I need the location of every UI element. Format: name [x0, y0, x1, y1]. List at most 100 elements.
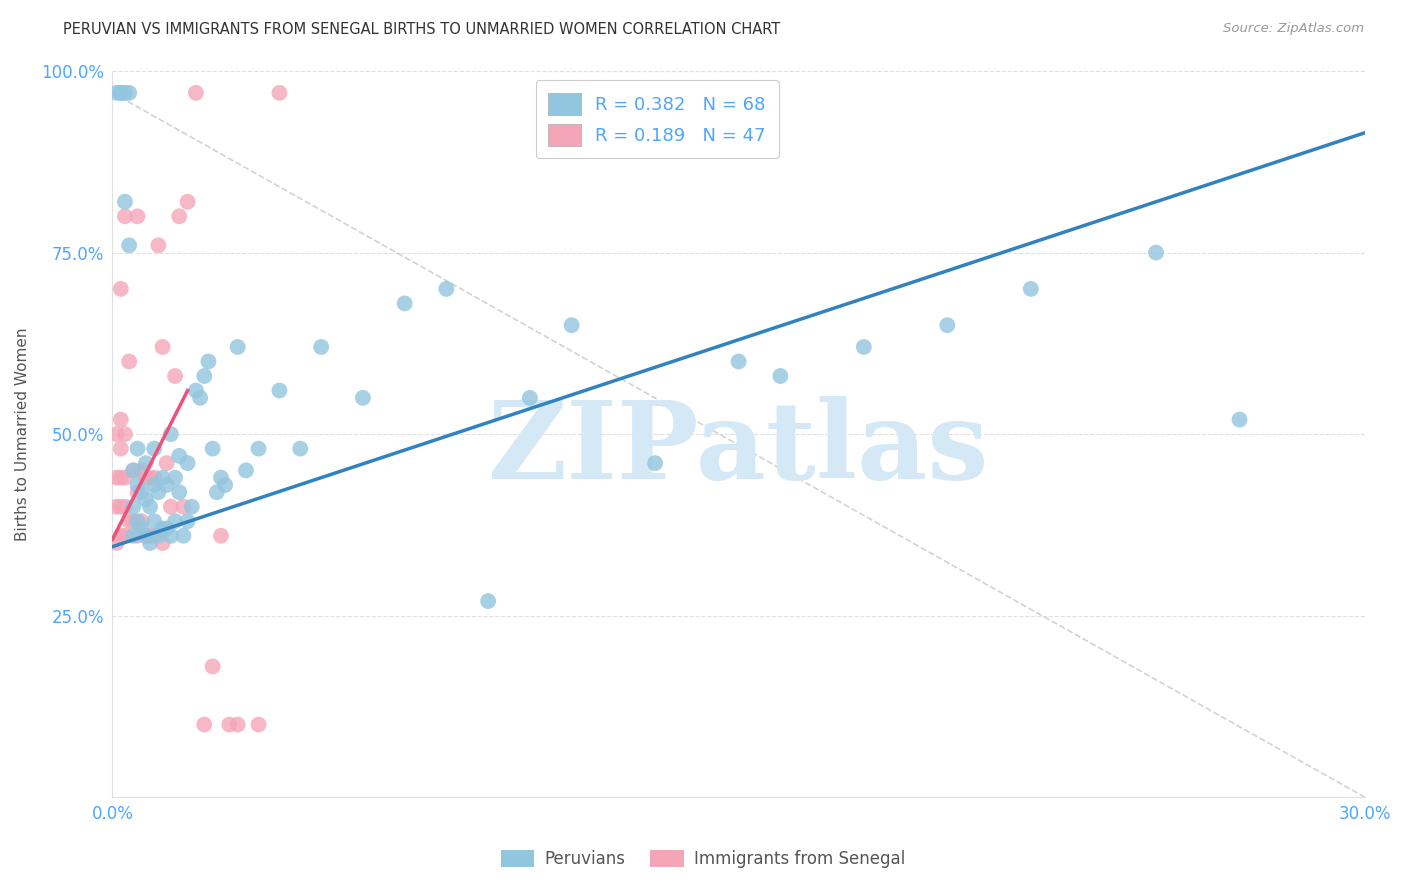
- Point: [135, 471, 157, 485]
- Point: [205, 485, 228, 500]
- Point: [110, 86, 132, 100]
- Point: [118, 86, 141, 100]
- Point: [110, 500, 132, 514]
- Point: [114, 471, 136, 485]
- Point: [122, 463, 145, 477]
- Point: [110, 412, 132, 426]
- Point: [165, 369, 187, 384]
- Point: [122, 514, 145, 528]
- Point: [184, 86, 207, 100]
- Point: [135, 529, 157, 543]
- Point: [110, 442, 132, 456]
- Point: [269, 384, 291, 398]
- Point: [160, 500, 183, 514]
- Point: [290, 442, 312, 456]
- Point: [110, 529, 132, 543]
- Point: [936, 318, 959, 333]
- Point: [139, 536, 162, 550]
- Point: [434, 282, 457, 296]
- Point: [110, 471, 132, 485]
- Text: PERUVIAN VS IMMIGRANTS FROM SENEGAL BIRTHS TO UNMARRIED WOMEN CORRELATION CHART: PERUVIAN VS IMMIGRANTS FROM SENEGAL BIRT…: [63, 22, 780, 37]
- Point: [105, 536, 128, 550]
- Legend: Peruvians, Immigrants from Senegal: Peruvians, Immigrants from Senegal: [495, 843, 911, 875]
- Point: [160, 529, 183, 543]
- Point: [152, 340, 174, 354]
- Point: [152, 521, 174, 535]
- Point: [114, 209, 136, 223]
- Point: [852, 340, 875, 354]
- Point: [247, 442, 270, 456]
- Point: [156, 456, 179, 470]
- Point: [1019, 282, 1042, 296]
- Point: [247, 717, 270, 731]
- Point: [477, 594, 499, 608]
- Point: [122, 463, 145, 477]
- Point: [394, 296, 416, 310]
- Point: [644, 456, 666, 470]
- Point: [131, 463, 153, 477]
- Point: [118, 354, 141, 368]
- Point: [235, 463, 257, 477]
- Point: [180, 500, 202, 514]
- Point: [143, 529, 166, 543]
- Point: [176, 514, 198, 528]
- Point: [135, 492, 157, 507]
- Text: Source: ZipAtlas.com: Source: ZipAtlas.com: [1223, 22, 1364, 36]
- Point: [193, 717, 215, 731]
- Point: [114, 427, 136, 442]
- Point: [188, 391, 211, 405]
- Point: [167, 485, 190, 500]
- Point: [118, 238, 141, 252]
- Point: [172, 529, 194, 543]
- Point: [561, 318, 583, 333]
- Point: [110, 86, 132, 100]
- Point: [160, 427, 183, 442]
- Point: [165, 471, 187, 485]
- Point: [135, 529, 157, 543]
- Point: [214, 478, 236, 492]
- Point: [209, 471, 232, 485]
- Point: [727, 354, 749, 368]
- Point: [309, 340, 332, 354]
- Point: [152, 536, 174, 550]
- Point: [201, 442, 224, 456]
- Point: [218, 717, 240, 731]
- Point: [167, 209, 190, 223]
- Point: [226, 340, 249, 354]
- Point: [176, 194, 198, 209]
- Point: [139, 500, 162, 514]
- Point: [110, 86, 132, 100]
- Point: [135, 456, 157, 470]
- Point: [139, 529, 162, 543]
- Point: [131, 521, 153, 535]
- Text: ZIPatlas: ZIPatlas: [488, 396, 990, 501]
- Point: [1229, 412, 1251, 426]
- Point: [352, 391, 374, 405]
- Point: [148, 529, 170, 543]
- Point: [127, 478, 149, 492]
- Point: [127, 514, 149, 528]
- Point: [114, 194, 136, 209]
- Point: [167, 449, 190, 463]
- Point: [269, 86, 291, 100]
- Point: [193, 369, 215, 384]
- Point: [165, 514, 187, 528]
- Point: [105, 500, 128, 514]
- Point: [1144, 245, 1167, 260]
- Legend: R = 0.382   N = 68, R = 0.189   N = 47: R = 0.382 N = 68, R = 0.189 N = 47: [536, 80, 779, 159]
- Point: [105, 427, 128, 442]
- Point: [769, 369, 792, 384]
- Point: [114, 529, 136, 543]
- Point: [184, 384, 207, 398]
- Point: [519, 391, 541, 405]
- Point: [143, 471, 166, 485]
- Point: [148, 238, 170, 252]
- Point: [176, 456, 198, 470]
- Point: [156, 478, 179, 492]
- Point: [143, 442, 166, 456]
- Point: [105, 471, 128, 485]
- Point: [148, 485, 170, 500]
- Point: [131, 485, 153, 500]
- Point: [152, 471, 174, 485]
- Point: [172, 500, 194, 514]
